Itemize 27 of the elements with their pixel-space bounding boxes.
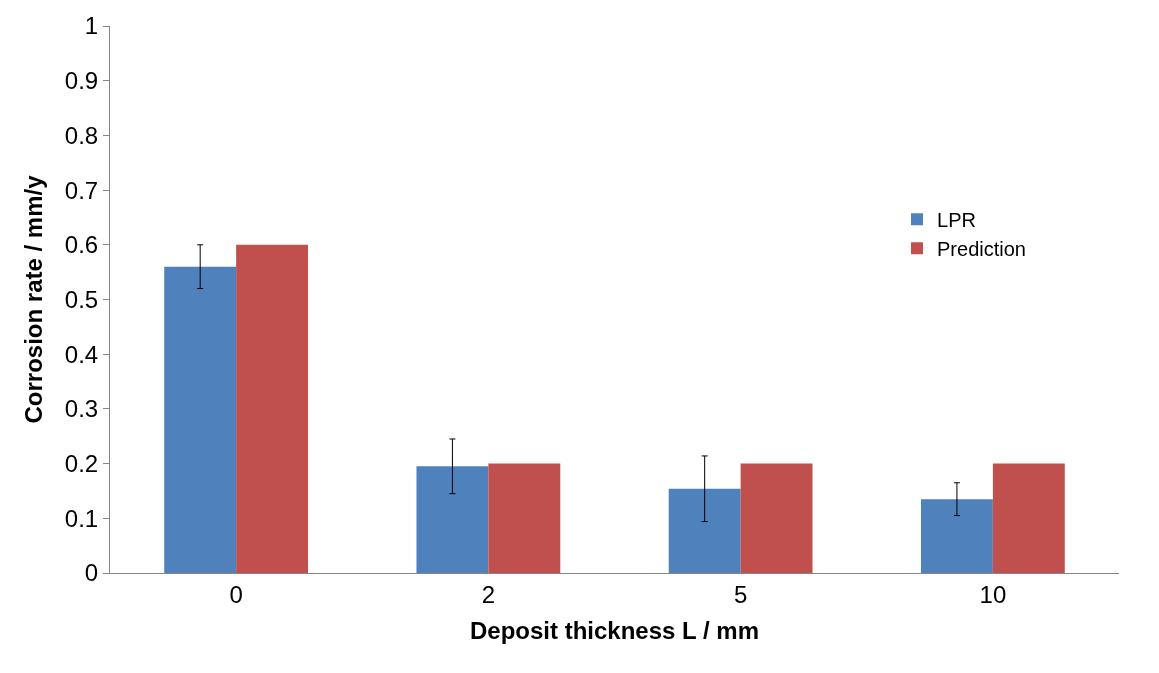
bar (740, 463, 813, 573)
y-tick-label: 0.9 (64, 67, 99, 95)
bar (668, 488, 741, 573)
bar (416, 466, 489, 573)
bar (164, 266, 237, 573)
legend-label: Prediction (937, 238, 1026, 261)
y-tick-label: 0.1 (64, 504, 99, 532)
x-tick-label: 0 (229, 580, 243, 608)
x-axis-title: Deposit thickness L / mm (470, 617, 759, 645)
x-tick-label: 10 (979, 580, 1007, 608)
y-tick-label: 0.3 (64, 395, 99, 423)
bar (236, 244, 309, 573)
y-axis-title: Corrosion rate / mm/y (19, 174, 47, 424)
y-tick-label: 0 (84, 559, 99, 587)
y-tick-label: 0.5 (64, 285, 99, 313)
bar (992, 463, 1065, 573)
legend-label: LPR (937, 209, 976, 232)
x-tick-label: 5 (733, 580, 748, 608)
y-tick-label: 0.6 (64, 231, 99, 259)
bar (488, 463, 561, 573)
y-tick-label: 0.8 (64, 121, 99, 149)
y-tick-label: 0.2 (64, 450, 99, 477)
y-tick-label: 0.4 (64, 340, 99, 368)
x-tick-label: 2 (481, 580, 496, 608)
y-tick-label: 0.7 (64, 176, 99, 204)
bar (920, 499, 993, 573)
y-tick-label: 1 (84, 12, 99, 40)
